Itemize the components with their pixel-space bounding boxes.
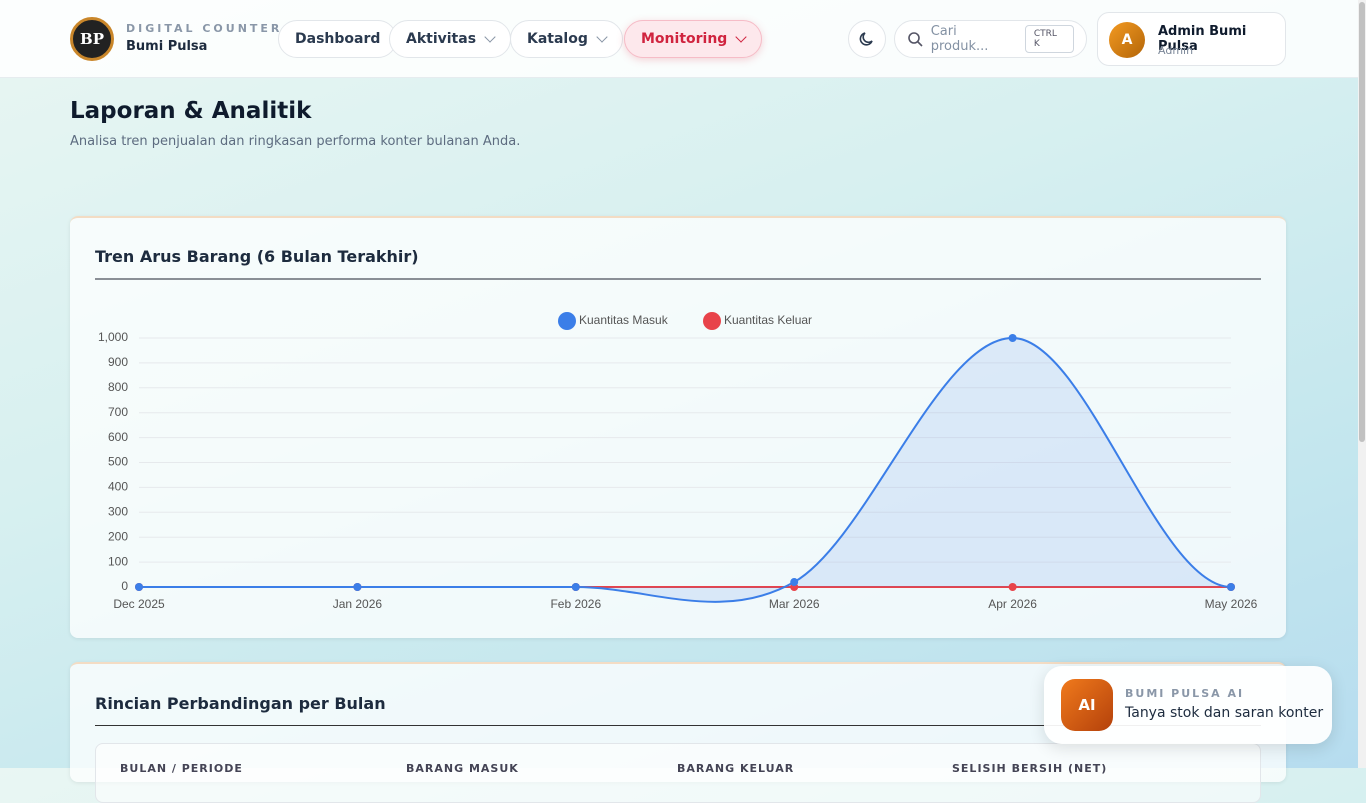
user-role: Admin (1158, 44, 1194, 57)
legend-label: Kuantitas Keluar (724, 313, 812, 327)
divider (95, 278, 1261, 280)
moon-icon (859, 32, 873, 46)
y-tick-label: 600 (108, 430, 128, 444)
top-bar: BP DIGITAL COUNTER Bumi Pulsa Dashboard … (0, 0, 1358, 78)
y-tick-label: 900 (108, 355, 128, 369)
chevron (596, 31, 608, 43)
scrollbar (1358, 0, 1366, 768)
search-box[interactable]: Cari produk... CTRL K (894, 20, 1087, 58)
y-tick-label: 800 (108, 380, 128, 394)
divider (95, 725, 1261, 726)
nav-dashboard[interactable]: Dashboard (278, 20, 398, 58)
point (1008, 583, 1017, 591)
page-subtitle: Analisa tren penjualan dan ringkasan per… (70, 134, 521, 149)
x-tick-label: Feb 2026 (550, 597, 601, 611)
x-tick-label: Mar 2026 (769, 597, 820, 611)
y-tick-label: 0 (121, 579, 128, 593)
brand-name: Bumi Pulsa (126, 39, 208, 54)
chart-title: Tren Arus Barang (6 Bulan Terakhir) (95, 247, 419, 266)
chart: 0 100 200 300 400 500 600 700 800 900 1,000 Dec 202… (98, 312, 1258, 611)
column-header: SELISIH BERSIH (NET) (952, 762, 1108, 775)
brand-top: DIGITAL COUNTER (126, 22, 283, 35)
chevron (484, 31, 496, 43)
y-tick-label: 500 (108, 455, 128, 469)
nav-label: Aktivitas (406, 31, 477, 47)
x-tick-label: May 2026 (1205, 597, 1258, 611)
nav-monitoring[interactable]: Monitoring (624, 20, 763, 58)
point (571, 583, 580, 591)
y-tick-label: 200 (108, 529, 128, 543)
ai-badge: AI (1061, 679, 1113, 731)
legend-swatch (558, 312, 576, 330)
column-header: BULAN / PERIODE (120, 762, 243, 775)
y-tick-label: 1,000 (98, 330, 128, 344)
table-title: Rincian Perbandingan per Bulan (95, 694, 386, 713)
ai-text: Tanya stok dan saran konter (1125, 705, 1324, 721)
avatar: A (1109, 22, 1145, 58)
point (1008, 334, 1017, 342)
table: BULAN / PERIODE BARANG MASUK BARANG KELU… (95, 743, 1261, 803)
logo-text: BP (80, 30, 104, 48)
ai-label: BUMI PULSA AI (1125, 687, 1245, 700)
y-tick-label: 100 (108, 554, 128, 568)
chevron (735, 31, 747, 43)
legend-label: Kuantitas Masuk (579, 313, 669, 327)
nav-katalog[interactable]: Katalog (510, 20, 623, 58)
page-title: Laporan & Analitik (70, 98, 312, 124)
nav-label: Dashboard (295, 31, 381, 47)
logo: BP (70, 17, 114, 61)
column-header: BARANG KELUAR (677, 762, 795, 775)
point (790, 578, 799, 587)
search-icon (908, 32, 923, 47)
shortcut: CTRL K (1024, 25, 1074, 53)
column-header: BARANG MASUK (406, 762, 519, 775)
user-card[interactable]: A Admin Bumi Pulsa Admin (1097, 12, 1286, 66)
theme-toggle[interactable] (848, 20, 886, 58)
y-tick-label: 300 (108, 504, 128, 518)
user-name: Admin Bumi Pulsa (1158, 24, 1247, 54)
scroll-thumb (1359, 2, 1365, 442)
point (1227, 583, 1235, 591)
x-tick-label: Apr 2026 (988, 597, 1037, 611)
search-placeholder: Cari produk... (930, 24, 989, 54)
y-tick-label: 400 (108, 480, 128, 494)
nav-label: Monitoring (641, 31, 728, 47)
point (135, 583, 143, 591)
y-tick-label: 700 (108, 405, 128, 419)
area (139, 338, 1231, 602)
legend-swatch (703, 312, 721, 330)
chart-card: Tren Arus Barang (6 Bulan Terakhir) 0 100… (70, 216, 1286, 638)
ai-widget[interactable]: AI BUMI PULSA AI Tanya stok dan saran ko… (1044, 666, 1332, 744)
x-tick-label: Dec 2025 (113, 597, 165, 611)
nav-aktivitas[interactable]: Aktivitas (389, 20, 512, 58)
nav-label: Katalog (527, 31, 588, 47)
point (353, 583, 362, 591)
x-tick-label: Jan 2026 (333, 597, 383, 611)
